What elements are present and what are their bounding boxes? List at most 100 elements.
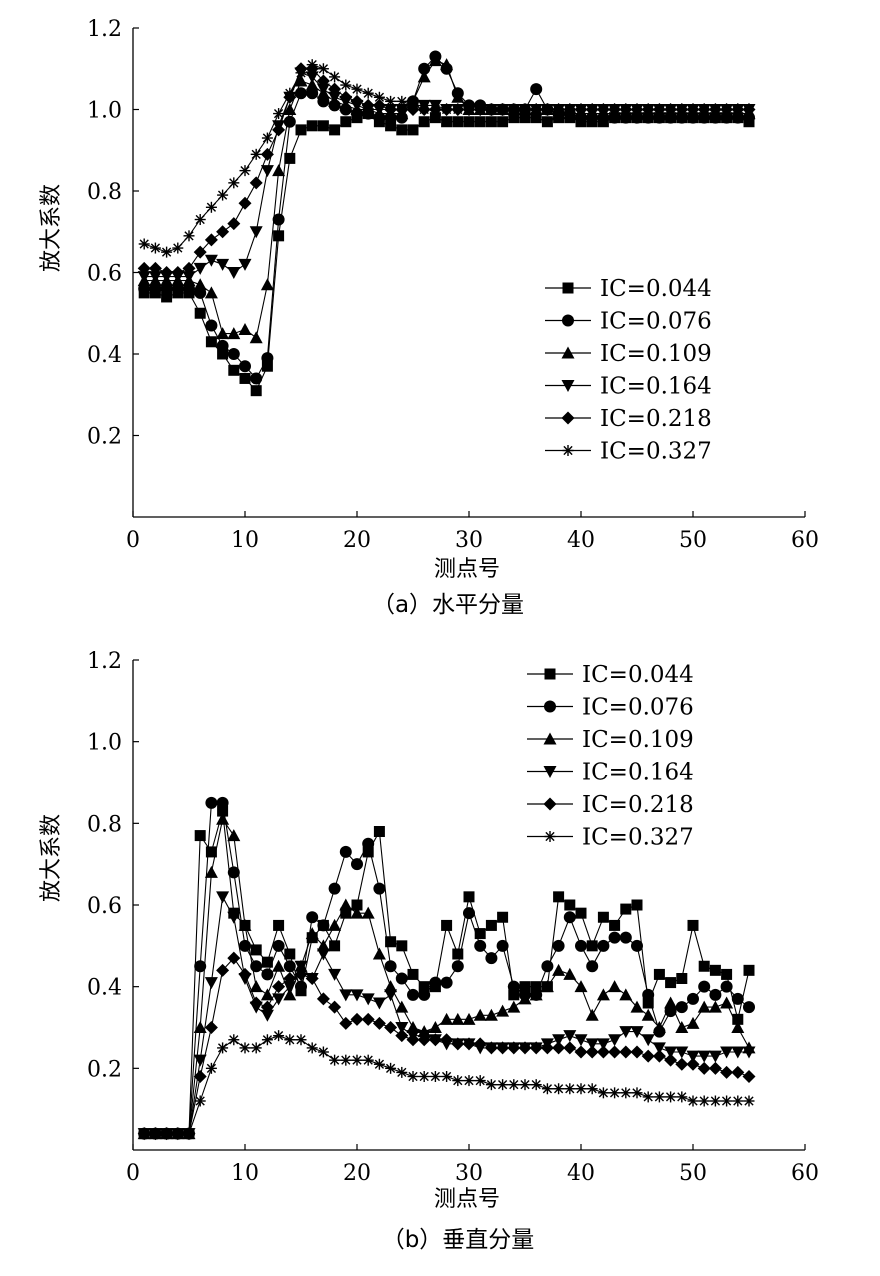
data-point [720, 980, 733, 993]
data-point [384, 103, 398, 116]
data-point [732, 1095, 744, 1107]
data-point [642, 988, 655, 1001]
data-point [742, 1046, 756, 1059]
x-axis-label-b: 测点号 [434, 1187, 500, 1212]
data-point [239, 372, 251, 384]
data-point [205, 796, 218, 809]
data-point [316, 948, 330, 961]
legend-label: IC=0.218 [600, 406, 712, 432]
data-point [204, 286, 218, 299]
data-point [463, 104, 475, 115]
data-point [541, 104, 553, 115]
data-point [418, 1071, 430, 1082]
data-point [350, 906, 364, 919]
data-point [272, 939, 285, 952]
data-point [451, 1012, 465, 1025]
data-point [619, 1026, 633, 1039]
data-point [507, 980, 520, 993]
data-point [261, 968, 274, 981]
data-point [485, 952, 498, 965]
legend-marker [543, 732, 557, 745]
data-point [484, 1008, 498, 1021]
data-point [709, 988, 722, 1001]
data-point [441, 1071, 453, 1082]
data-point [508, 989, 520, 1001]
data-point [473, 1008, 487, 1021]
x-tick-label: 20 [343, 528, 371, 553]
data-point [351, 899, 363, 911]
data-point [261, 1034, 273, 1046]
data-point [295, 87, 307, 100]
data-point [742, 1070, 756, 1083]
x-tick-label: 40 [567, 1161, 595, 1186]
data-point [171, 266, 185, 279]
series-group-a [137, 50, 756, 397]
data-point [205, 201, 217, 213]
data-point [519, 1079, 531, 1091]
data-point [328, 918, 342, 931]
data-point [216, 258, 230, 271]
data-point [429, 104, 441, 115]
data-point [283, 972, 297, 985]
data-point [339, 845, 352, 858]
data-point [249, 996, 263, 1010]
caption-b: （b）垂直分量 [382, 1227, 535, 1253]
data-point [709, 964, 721, 976]
legend-label: IC=0.109 [582, 727, 694, 753]
data-point [238, 323, 252, 336]
data-point [294, 967, 308, 981]
data-point [239, 165, 251, 177]
legend-marker [544, 668, 556, 680]
data-point [273, 230, 285, 242]
data-point [205, 336, 217, 348]
data-point [407, 968, 419, 980]
legend-item: IC=0.109 [527, 727, 694, 753]
data-point [260, 1009, 274, 1022]
data-point [497, 104, 509, 115]
data-point [630, 1000, 644, 1013]
data-point [193, 245, 207, 259]
data-point [193, 278, 207, 291]
data-point [216, 812, 230, 825]
data-point [552, 939, 565, 952]
data-point [317, 1046, 329, 1058]
data-point [294, 74, 308, 87]
data-point [452, 1075, 464, 1087]
data-point [239, 360, 251, 373]
data-point [273, 919, 285, 931]
data-point [642, 997, 654, 1009]
data-point [194, 307, 206, 319]
data-point [664, 1046, 678, 1059]
data-point [553, 1083, 565, 1095]
x-tick-label: 0 [126, 1161, 140, 1186]
data-point [361, 1012, 375, 1026]
data-point [418, 988, 431, 1001]
data-point [474, 104, 486, 115]
data-point [261, 360, 273, 372]
data-point [709, 104, 721, 115]
data-point [485, 1079, 497, 1091]
data-point [596, 988, 610, 1001]
data-point [619, 931, 632, 944]
data-point [305, 972, 319, 985]
chart-panel-a: 0 10 20 30 40 50 60 0.2 0.4 0.6 0.8 1.0 1.2 放大系数 测点号… [39, 17, 819, 618]
legend-item: IC=0.076 [527, 695, 694, 721]
data-point [496, 1041, 510, 1055]
data-point [586, 940, 598, 952]
y-tick-label: 1.0 [87, 99, 122, 124]
data-point [396, 95, 408, 107]
data-point [664, 996, 678, 1009]
data-point [204, 1021, 218, 1034]
legend-item: IC=0.327 [527, 825, 694, 851]
data-point [384, 989, 398, 1002]
legend-label: IC=0.044 [582, 662, 694, 688]
x-axis-label-a: 测点号 [434, 557, 500, 582]
data-point [295, 1034, 307, 1046]
data-point [361, 98, 375, 112]
data-point [193, 1021, 207, 1033]
x-tick-label: 30 [455, 528, 483, 553]
data-point [429, 976, 442, 989]
data-point [619, 1045, 633, 1059]
data-point [653, 968, 665, 980]
data-point [172, 242, 184, 254]
